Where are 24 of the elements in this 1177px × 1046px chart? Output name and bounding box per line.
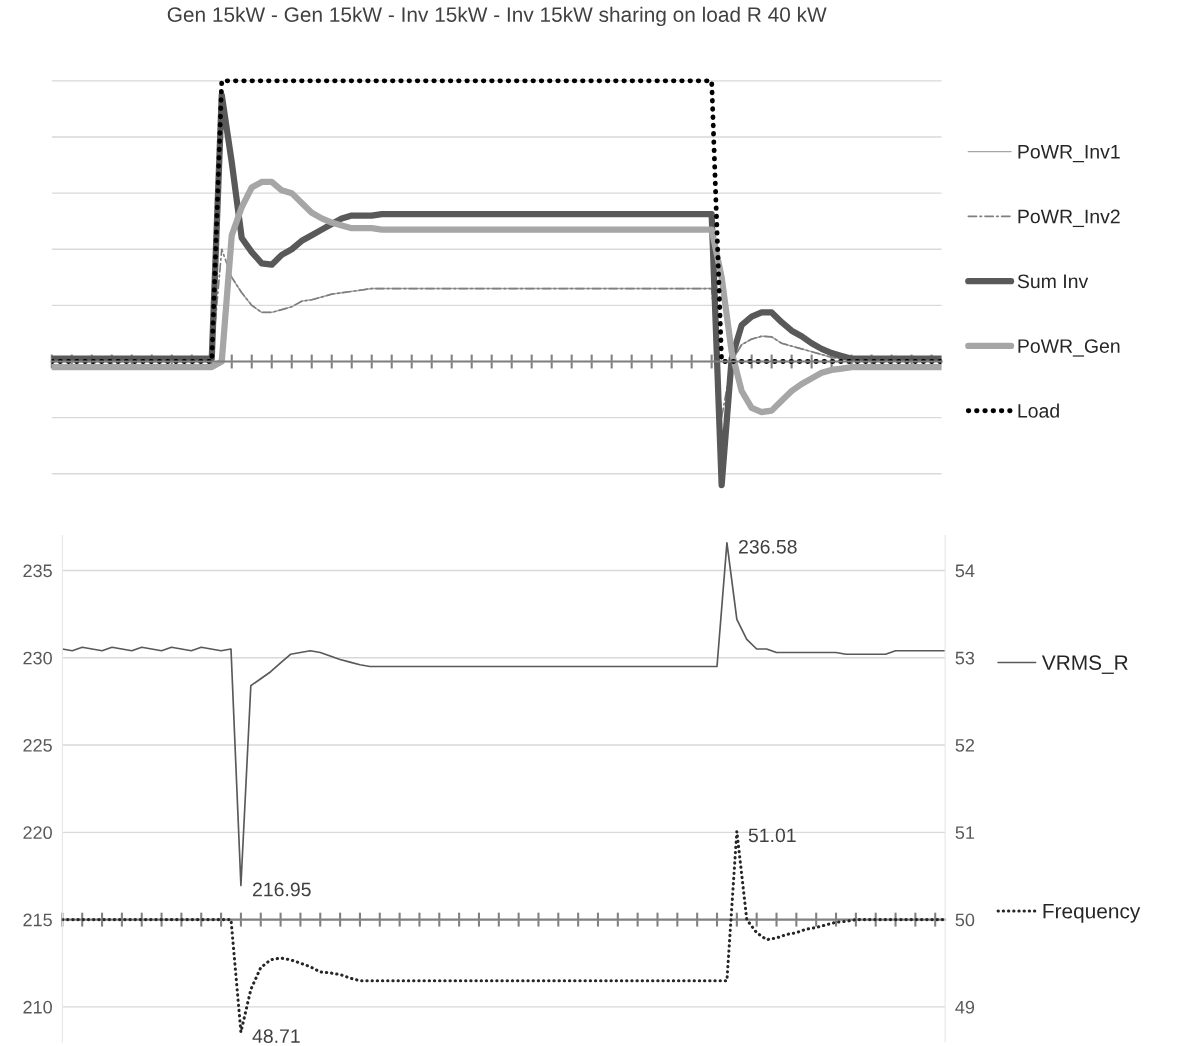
data-label: 236.58: [739, 539, 797, 554]
y2-tick-label: 49: [955, 1000, 975, 1014]
y-tick-label: 225: [23, 738, 52, 752]
legend-label: VRMS_R: [1041, 655, 1128, 674]
data-label: 51.01: [748, 828, 796, 843]
y2-tick-label: 51: [955, 826, 975, 840]
legend-label: PoWR_Inv1: [1018, 145, 1120, 163]
chart-title: Gen 15kW - Gen 15kW - Inv 15kW - Inv 15kW sharing on load R 40 kW: [167, 6, 827, 27]
legend-label: PoWR_Inv2: [1018, 209, 1120, 228]
y-tick-label: 235: [23, 564, 52, 578]
data-label: 48.71: [252, 1029, 300, 1043]
y2-tick-label: 52: [955, 738, 975, 752]
data-label: 216.95: [253, 882, 311, 897]
y-tick-label: 230: [23, 651, 52, 665]
legend-label: Load: [1018, 403, 1059, 418]
y-tick-label: 220: [23, 826, 52, 840]
y2-tick-label: 54: [955, 564, 975, 578]
y2-tick-label: 53: [955, 651, 975, 665]
y-tick-label: 215: [23, 913, 52, 927]
legend-label: Sum Inv: [1017, 274, 1089, 289]
legend-label: Frequency: [1043, 904, 1141, 923]
y2-tick-label: 50: [955, 913, 975, 927]
y-tick-label: 210: [23, 1000, 52, 1014]
legend-label: PoWR_Gen: [1018, 339, 1120, 357]
